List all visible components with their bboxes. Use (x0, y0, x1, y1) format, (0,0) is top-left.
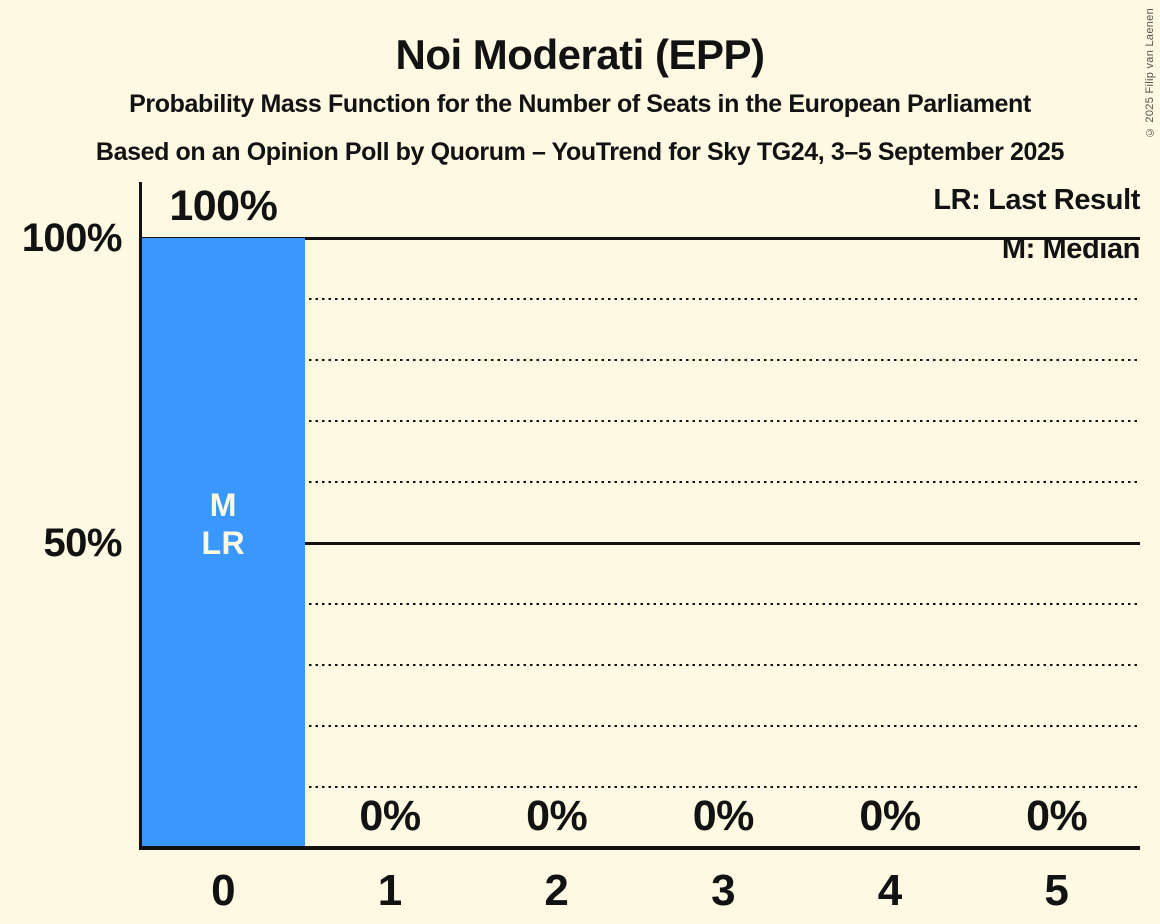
x-tick-label-3: 3 (711, 866, 736, 915)
legend-last-result: LR: Last Result (933, 184, 1140, 216)
bar-slot-0: M LR 100% 0 (140, 182, 307, 914)
bar-slot-2: 0% 2 (473, 185, 640, 914)
bar-annotation-0: M LR (141, 486, 305, 562)
bar-slot-1: 0% 1 (307, 185, 474, 914)
bar-value-label-4: 0% (859, 792, 921, 840)
bar-value-label-1: 0% (359, 792, 421, 840)
x-tick-label-2: 2 (544, 866, 569, 915)
bar-slot-3: 0% 3 (640, 185, 807, 914)
last-result-marker: LR (201, 525, 246, 561)
bar-value-label-5: 0% (1026, 792, 1088, 840)
bar-0: M LR (141, 238, 306, 848)
legend-median: M: Median (1001, 233, 1141, 265)
y-axis-label-100: 100% (21, 216, 123, 260)
bar-slot-5: 0% 5 (973, 185, 1140, 914)
bar-value-label-0: 100% (169, 182, 278, 230)
chart-title: Noi Moderati (EPP) (395, 31, 765, 78)
gridline-20 (140, 724, 1140, 727)
x-axis-line (139, 846, 1140, 850)
x-tick-label-4: 4 (877, 866, 903, 915)
chart-subtitle: Probability Mass Function for the Number… (129, 90, 1031, 118)
x-tick-label-5: 5 (1044, 866, 1069, 915)
gridline-50 (140, 541, 1140, 545)
y-axis-label-50: 50% (43, 521, 122, 565)
gridline-70 (140, 419, 1140, 422)
gridline-30 (140, 663, 1140, 666)
bar-value-label-2: 0% (526, 792, 588, 840)
gridline-80 (140, 358, 1140, 361)
bar-slot-4: 0% 4 (807, 185, 974, 914)
bar-value-label-3: 0% (692, 792, 755, 840)
x-tick-label-1: 1 (377, 866, 403, 915)
gridline-60 (140, 480, 1140, 483)
gridline-40 (140, 602, 1140, 605)
poll-source-line: Based on an Opinion Poll by Quorum – You… (95, 138, 1065, 166)
y-axis-line (139, 182, 142, 850)
gridline-10 (140, 785, 1140, 788)
plot-area: M LR 100% 0 0% 1 0% 2 0% 3 0% 4 0% 5 (139, 182, 1140, 914)
x-tick-label-0: 0 (211, 866, 236, 915)
median-marker: M (209, 487, 237, 523)
gridline-100 (140, 236, 1140, 240)
gridline-90 (140, 297, 1140, 300)
